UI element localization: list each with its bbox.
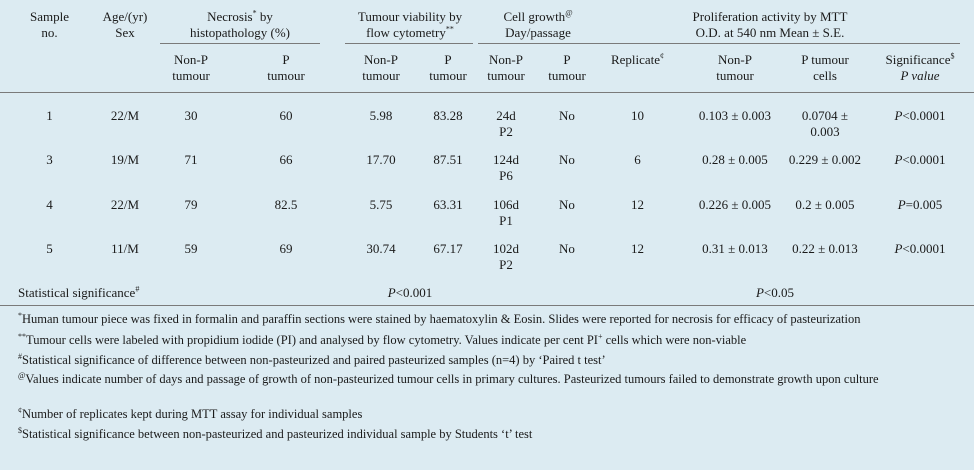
- cell-mtt-p: 0.22 ± 0.013: [792, 241, 858, 256]
- cell-sample: 3: [46, 152, 53, 167]
- cell-via-nonp: 5.75: [369, 197, 393, 212]
- rule-necrosis: [160, 43, 320, 44]
- cell-replicate: 10: [631, 108, 644, 123]
- subheader-growth-p: P tumour: [548, 52, 586, 83]
- cell-via-nonp: 17.70: [366, 152, 396, 167]
- header-necrosis: Necrosis* by histopathology (%): [189, 8, 290, 40]
- header-age-sex: Age/(yr) Sex: [102, 9, 148, 40]
- cell-nec-nonp: 30: [184, 108, 198, 123]
- cell-growth-nonp: 124d P6: [493, 152, 519, 183]
- cell-nec-nonp: 59: [184, 241, 198, 256]
- cell-age: 11/M: [111, 241, 139, 256]
- header-viability: Tumour viability by flow cytometry**: [357, 9, 463, 40]
- header-cell-growth: Cell growth@ Day/passage: [503, 8, 573, 40]
- cell-mtt-nonp: 0.28 ± 0.005: [702, 152, 768, 167]
- cell-significance: P<0.0001: [894, 152, 946, 167]
- cell-age: 22/M: [110, 197, 140, 212]
- subheader-via-p: P tumour: [429, 52, 467, 83]
- subheader-via-nonp: Non-P tumour: [362, 52, 400, 83]
- cell-growth-p: No: [559, 241, 575, 256]
- cell-age: 22/M: [110, 108, 140, 123]
- cell-replicate: 12: [631, 241, 644, 256]
- cell-via-nonp: 30.74: [366, 241, 396, 256]
- cell-age: 19/M: [110, 152, 140, 167]
- rule-mtt: [600, 43, 960, 44]
- cell-nec-p: 69: [279, 241, 293, 256]
- subheader-mtt-nonp: Non-P tumour: [716, 52, 754, 83]
- stat-row-mtt: P<0.05: [755, 285, 795, 300]
- cell-replicate: 6: [634, 152, 641, 167]
- cell-growth-nonp: 106d P1: [493, 197, 519, 228]
- subheader-growth-nonp: Non-P tumour: [487, 52, 525, 83]
- cell-growth-nonp: 102d P2: [493, 241, 519, 272]
- cell-mtt-nonp: 0.31 ± 0.013: [702, 241, 768, 256]
- subheader-replicate: Replicate¢: [610, 51, 665, 67]
- cell-sample: 4: [46, 197, 53, 212]
- cell-via-p: 87.51: [433, 152, 463, 167]
- cell-significance: P<0.0001: [894, 241, 946, 256]
- stat-row-necrosis-viability: P<0.001: [387, 285, 433, 300]
- cell-nec-p: 66: [279, 152, 293, 167]
- footnote-viability: **Tumour cells were labeled with propidi…: [18, 331, 747, 347]
- subheader-significance: Significance$ P value: [885, 51, 955, 83]
- cell-sample: 5: [46, 241, 53, 256]
- cell-nec-p: 82.5: [274, 197, 298, 212]
- subheader-nec-nonp: Non-P tumour: [172, 52, 210, 83]
- subheader-mtt-p: P tumour cells: [801, 52, 849, 83]
- header-mtt: Proliferation activity by MTT O.D. at 54…: [692, 9, 848, 40]
- cell-growth-p: No: [559, 197, 575, 212]
- stat-row-label: Statistical significance#: [18, 284, 140, 300]
- rule-viability: [345, 43, 473, 44]
- footnote-growth: @Values indicate number of days and pass…: [18, 370, 879, 386]
- header-bottom-rule: [0, 92, 974, 93]
- footnote-necrosis: *Human tumour piece was fixed in formali…: [18, 310, 861, 326]
- cell-mtt-p: 0.229 ± 0.002: [788, 152, 862, 167]
- rule-growth: [478, 43, 600, 44]
- cell-significance: P=0.005: [897, 197, 943, 212]
- cell-significance: P<0.0001: [894, 108, 946, 123]
- cell-sample: 1: [46, 108, 53, 123]
- footnote-students-t: $Statistical significance between non-pa…: [18, 425, 533, 441]
- cell-via-nonp: 5.98: [369, 108, 393, 123]
- header-sample: Sample no.: [30, 9, 69, 40]
- cell-nec-nonp: 79: [184, 197, 198, 212]
- footnote-replicates: ¢Number of replicates kept during MTT as…: [18, 405, 363, 421]
- cell-mtt-nonp: 0.226 ± 0.005: [698, 197, 772, 212]
- cell-replicate: 12: [631, 197, 644, 212]
- table-bottom-rule: [0, 305, 974, 306]
- cell-nec-nonp: 71: [184, 152, 198, 167]
- subheader-nec-p: P tumour: [267, 52, 305, 83]
- cell-growth-p: No: [559, 108, 575, 123]
- cell-mtt-nonp: 0.103 ± 0.003: [698, 108, 772, 123]
- cell-growth-p: No: [559, 152, 575, 167]
- cell-nec-p: 60: [279, 108, 293, 123]
- footnote-statistical: #Statistical significance of difference …: [18, 351, 606, 367]
- cell-mtt-p: 0.0704 ±0.003: [801, 108, 849, 139]
- cell-via-p: 67.17: [433, 241, 463, 256]
- cell-growth-nonp: 24d P2: [496, 108, 516, 139]
- cell-via-p: 83.28: [433, 108, 463, 123]
- cell-mtt-p: 0.2 ± 0.005: [795, 197, 855, 212]
- cell-via-p: 63.31: [433, 197, 463, 212]
